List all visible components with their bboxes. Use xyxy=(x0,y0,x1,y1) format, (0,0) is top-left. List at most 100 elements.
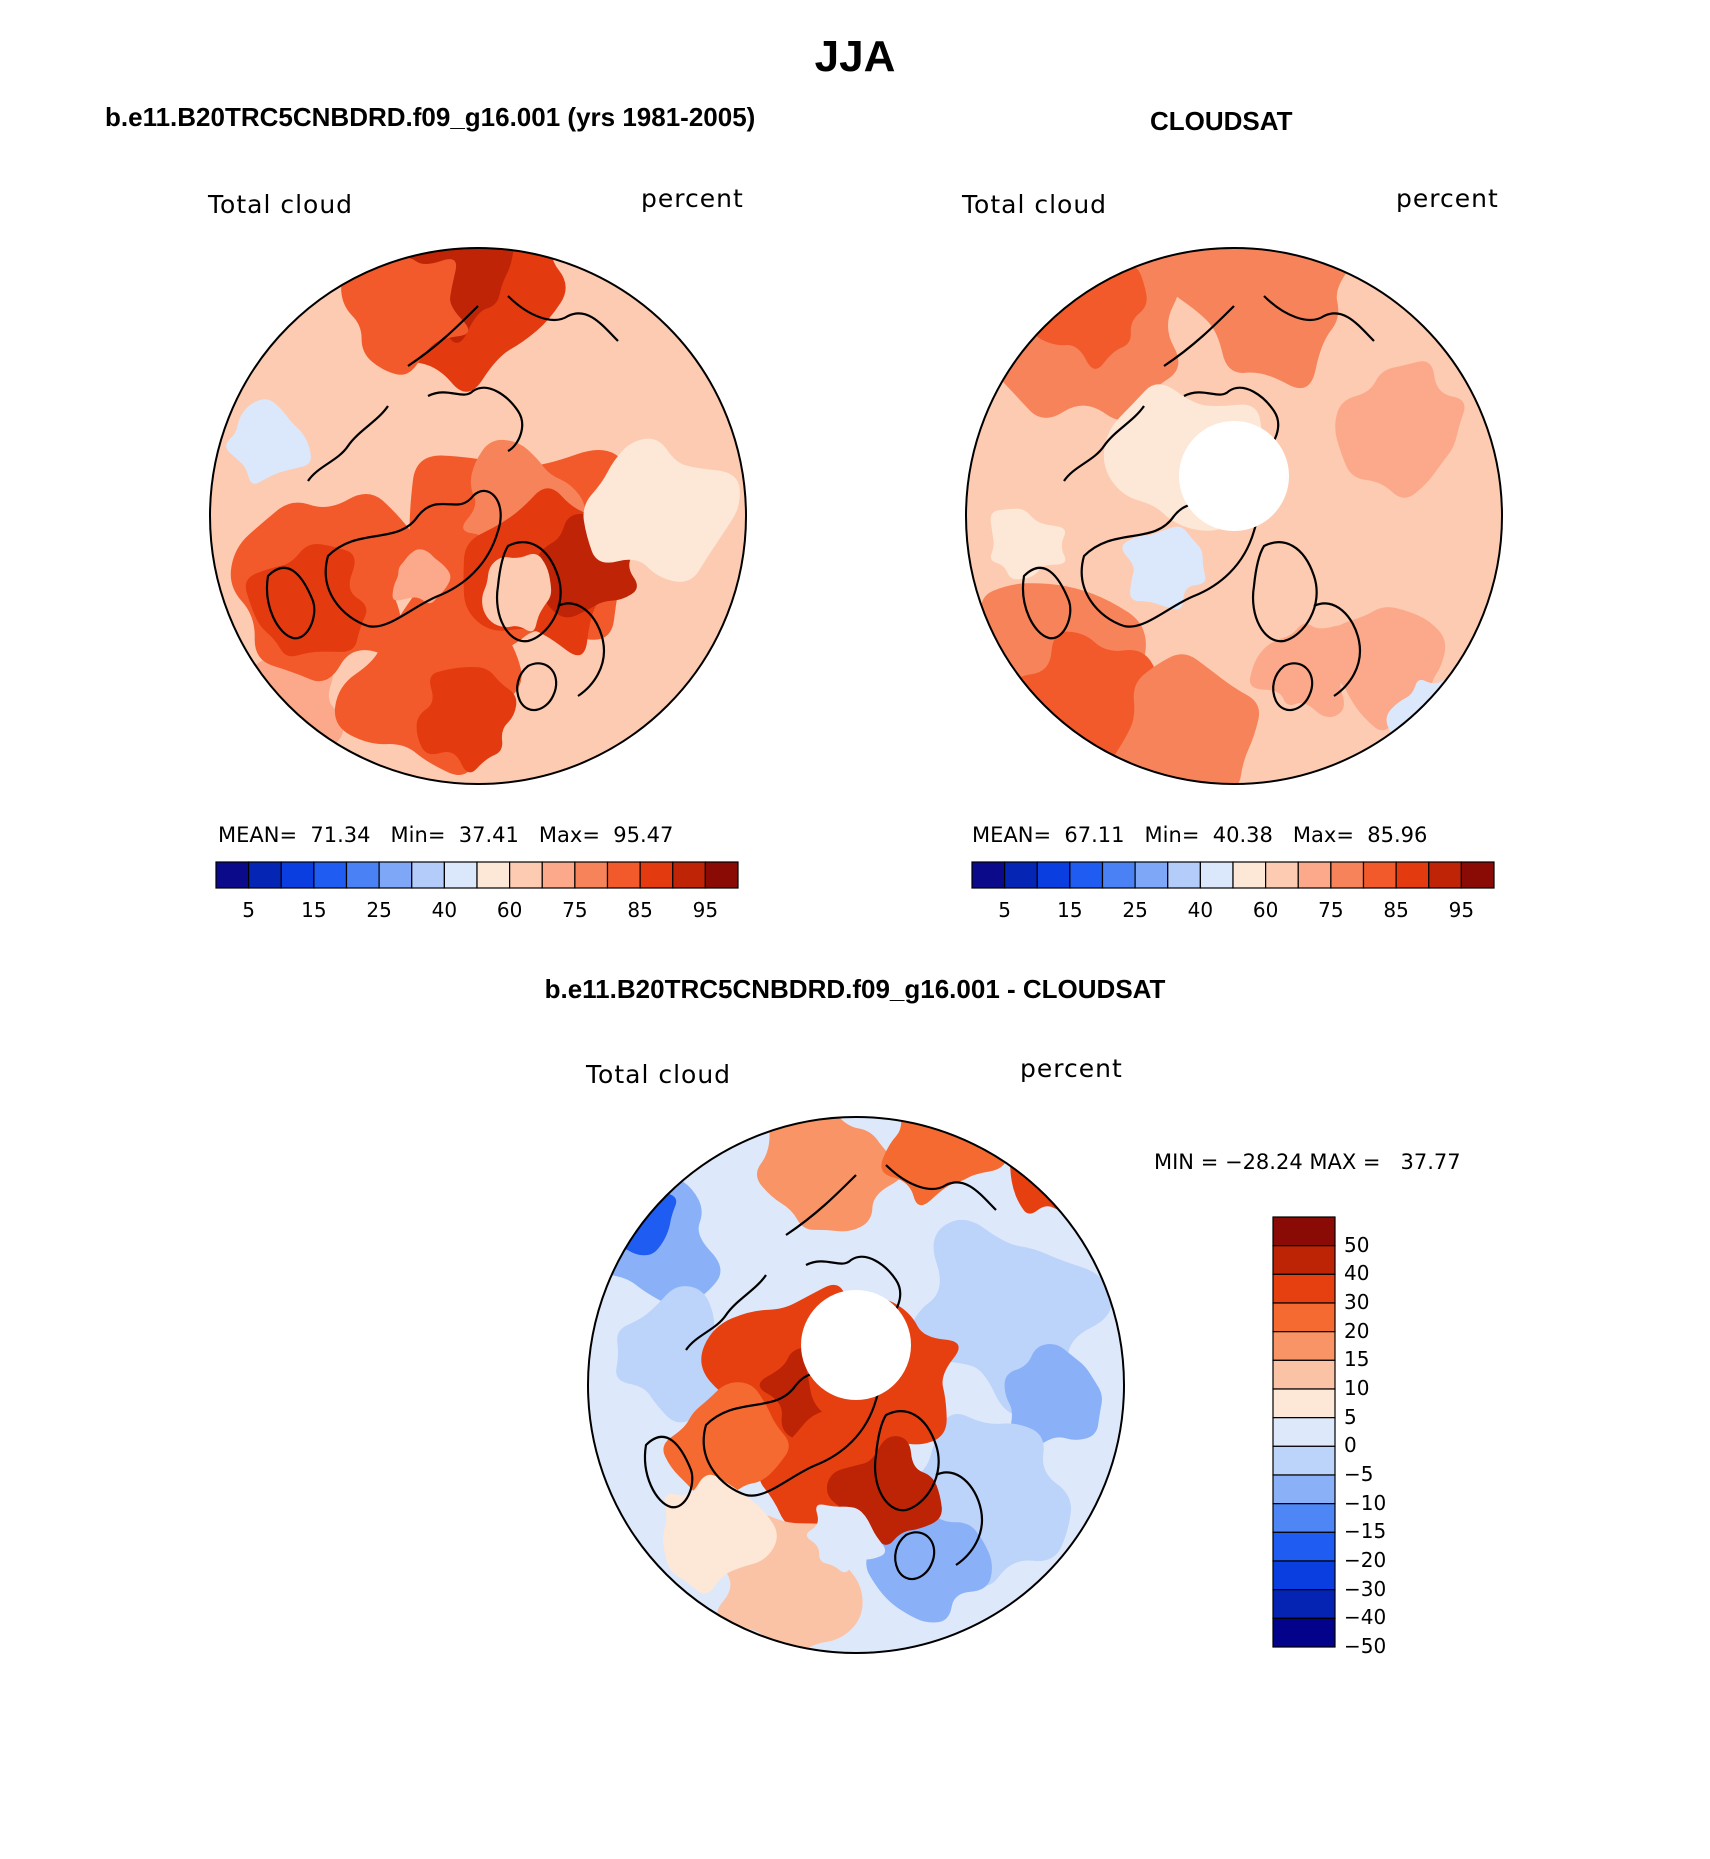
panel-2-polar-map xyxy=(965,247,1503,785)
coastline xyxy=(1063,405,1145,482)
colorbar-box xyxy=(672,861,706,889)
contour-region xyxy=(1161,248,1364,389)
no-data-region xyxy=(801,1290,911,1400)
colorbar-box xyxy=(378,861,413,889)
panel-3-variable-label: Total cloud xyxy=(586,1060,732,1089)
contour-region xyxy=(756,1117,903,1232)
colorbar-tick-label: −30 xyxy=(1344,1576,1387,1601)
colorbar-tick-label: 10 xyxy=(1344,1376,1370,1400)
coastline xyxy=(265,566,316,640)
colorbar-box xyxy=(1272,1273,1336,1304)
coastline xyxy=(516,662,558,712)
colorbar-box xyxy=(411,861,445,889)
coastline xyxy=(935,1471,984,1566)
colorbar-box xyxy=(1272,1359,1336,1390)
colorbar-box xyxy=(1232,861,1267,889)
coastline xyxy=(495,541,562,643)
figure-title: JJA xyxy=(814,32,896,81)
map1-field xyxy=(210,248,746,784)
coastline xyxy=(407,295,619,367)
colorbar-tick-label: −10 xyxy=(1344,1490,1387,1515)
no-data-region xyxy=(1179,421,1289,531)
panel-2-colorbar xyxy=(971,861,1495,889)
colorbar-tick-label: 40 xyxy=(1187,898,1214,922)
contour-region xyxy=(616,1286,720,1423)
coastline xyxy=(307,405,389,482)
colorbar-box xyxy=(248,861,282,889)
colorbar-box xyxy=(1272,1531,1336,1562)
map-border xyxy=(587,1116,1125,1654)
panel-1-title: b.e11.B20TRC5CNBDRD.f09_g16.001 (yrs 198… xyxy=(105,102,756,132)
colorbar-box xyxy=(1036,861,1071,889)
colorbar-tick-label: 85 xyxy=(627,898,653,922)
coastline xyxy=(1163,295,1375,367)
coastline xyxy=(685,1274,767,1351)
colorbar-box xyxy=(639,861,674,889)
colorbar-tick-label: −20 xyxy=(1344,1548,1387,1572)
coastline xyxy=(427,386,524,452)
colorbar-tick-label: 75 xyxy=(1318,898,1344,922)
contour-region xyxy=(1122,526,1206,610)
contour-region xyxy=(806,1504,886,1573)
colorbar-tick-label: 25 xyxy=(1122,898,1148,922)
colorbar-tick-label: 30 xyxy=(1344,1290,1370,1314)
colorbar-box xyxy=(1265,861,1299,889)
contour-region xyxy=(1004,1344,1102,1448)
coastline xyxy=(1251,541,1318,643)
colorbar-tick-label: 50 xyxy=(1344,1232,1370,1257)
panel-3-polar-map xyxy=(587,1116,1125,1654)
contour-region xyxy=(990,508,1066,580)
colorbar-tick-label: 95 xyxy=(692,898,719,922)
contour-region xyxy=(1335,361,1465,498)
colorbar-box xyxy=(1460,861,1495,889)
colorbar-tick-label: 0 xyxy=(1344,1433,1357,1458)
panel-1-units-label: percent xyxy=(641,184,744,213)
colorbar-box xyxy=(443,861,478,889)
colorbar-box xyxy=(476,861,511,889)
colorbar-tick-label: −40 xyxy=(1344,1605,1387,1630)
coastline xyxy=(324,489,502,628)
colorbar-box xyxy=(1167,861,1201,889)
contour-region xyxy=(392,549,451,604)
map-border xyxy=(209,247,747,785)
map3-field xyxy=(588,1117,1124,1653)
contour-region xyxy=(1249,623,1351,718)
panel-3-title: b.e11.B20TRC5CNBDRD.f09_g16.001 - CLOUDS… xyxy=(544,974,1166,1004)
colorbar-box xyxy=(1199,861,1234,889)
colorbar-box xyxy=(574,861,609,889)
colorbar-box xyxy=(280,861,315,889)
colorbar-box xyxy=(1272,1388,1336,1419)
colorbar-box xyxy=(1272,1445,1336,1476)
colorbar-box xyxy=(1428,861,1462,889)
colorbar-box xyxy=(1134,861,1169,889)
colorbar-box xyxy=(509,861,543,889)
panel-1-colorbar xyxy=(215,861,739,889)
colorbar-box xyxy=(1272,1589,1336,1619)
colorbar-box xyxy=(1272,1617,1336,1648)
coastline xyxy=(1080,489,1258,628)
colorbar-tick-label: 60 xyxy=(496,898,523,922)
panel-1-stats: MEAN= 71.34 Min= 37.41 Max= 95.47 xyxy=(218,823,674,847)
colorbar-box xyxy=(971,861,1006,889)
colorbar-tick-label: 20 xyxy=(1344,1318,1370,1343)
panel-2-variable-label: Total cloud xyxy=(962,190,1108,219)
colorbar-box xyxy=(1362,861,1397,889)
colorbar-tick-label: 15 xyxy=(1057,898,1083,922)
coastline xyxy=(805,1255,902,1321)
colorbar-box xyxy=(1272,1503,1336,1533)
contour-region xyxy=(245,544,367,657)
panel-2-title: CLOUDSAT xyxy=(1150,106,1293,136)
colorbar-box xyxy=(313,861,348,889)
colorbar-box xyxy=(215,861,250,889)
contour-region xyxy=(663,1474,777,1594)
colorbar-box xyxy=(541,861,576,889)
coastline xyxy=(785,1164,997,1236)
colorbar-box xyxy=(1272,1245,1336,1275)
panel-3-stats: MIN = −28.24 MAX = 37.77 xyxy=(1154,1150,1461,1174)
colorbar-box xyxy=(704,861,739,889)
colorbar-box xyxy=(1272,1302,1336,1333)
colorbar-tick-label: 25 xyxy=(366,898,392,922)
colorbar-tick-label: 5 xyxy=(242,898,255,922)
colorbar-tick-label: 60 xyxy=(1252,898,1279,922)
colorbar-box xyxy=(1330,861,1365,889)
